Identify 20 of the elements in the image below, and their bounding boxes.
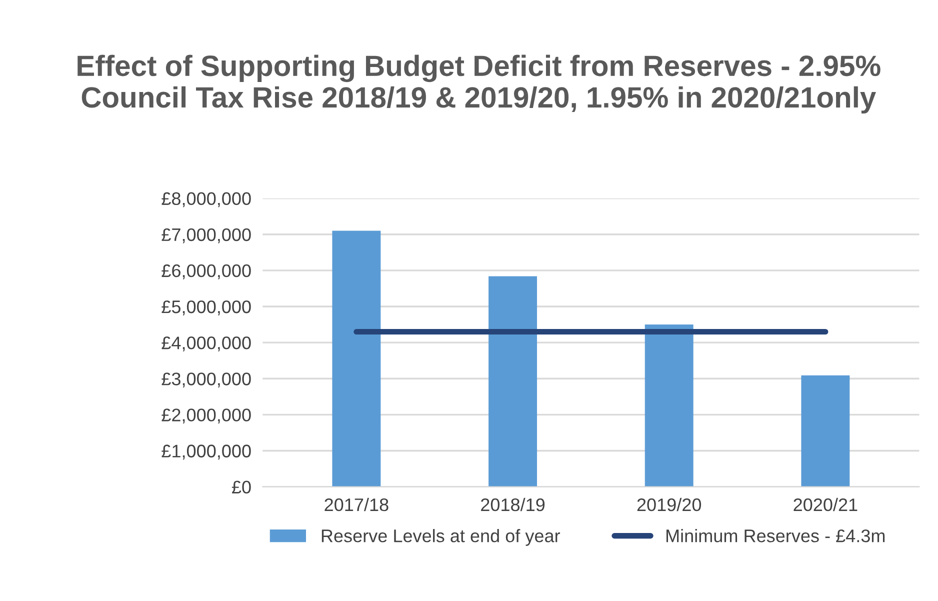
y-tick-label: £0 — [232, 480, 251, 494]
y-tick-label: £5,000,000 — [162, 300, 251, 316]
bar — [644, 324, 694, 487]
y-tick-label: £4,000,000 — [162, 336, 251, 352]
y-tick-label: £1,000,000 — [162, 444, 251, 460]
y-tick-label: £6,000,000 — [162, 264, 251, 280]
bar — [801, 375, 850, 487]
x-tick-label: 2019/20 — [637, 498, 702, 512]
y-tick-label: £2,000,000 — [162, 408, 251, 424]
legend-label: Reserve Levels at end of year — [322, 529, 560, 546]
x-tick-label: 2017/18 — [324, 498, 388, 512]
bar — [488, 276, 538, 487]
y-tick-label: £8,000,000 — [162, 192, 251, 208]
x-tick-label: 2020/21 — [794, 498, 858, 512]
chart-title: Effect of Supporting Budget Deficit from Reserves - 2.95% Council Tax Rise 2018/19 & 2019/20, 1.95% in 2020/21only — [78, 54, 880, 114]
x-tick-label: 2018/19 — [481, 498, 545, 512]
y-tick-label: £3,000,000 — [162, 372, 251, 388]
legend-label: Minimum Reserves - £4.3m — [666, 529, 885, 542]
bar — [332, 230, 381, 487]
y-tick-label: £7,000,000 — [162, 228, 251, 244]
